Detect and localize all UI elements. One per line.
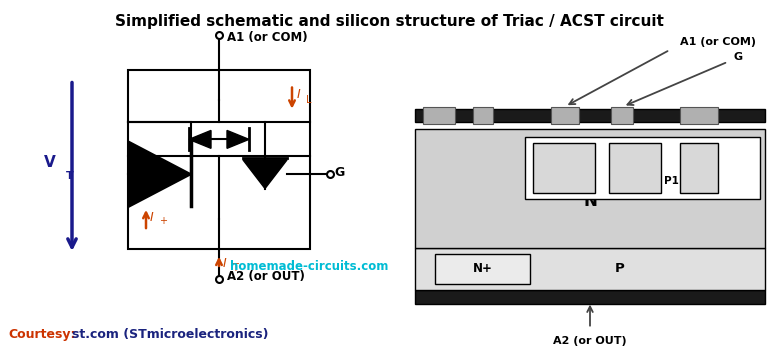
Polygon shape	[243, 160, 287, 189]
Text: A2 (or OUT): A2 (or OUT)	[227, 270, 305, 283]
Text: N1: N1	[690, 163, 707, 173]
Text: A1 (or COM): A1 (or COM)	[227, 31, 308, 44]
Bar	[423, 106, 455, 125]
Polygon shape	[130, 142, 191, 206]
Bar	[415, 109, 765, 122]
Text: N+: N+	[473, 262, 492, 275]
Text: I: I	[297, 88, 301, 101]
Bar	[551, 106, 579, 125]
Text: P1: P1	[664, 176, 679, 185]
Text: Simplified schematic and silicon structure of Triac / ACST circuit: Simplified schematic and silicon structu…	[115, 14, 664, 29]
Bar	[415, 290, 765, 304]
Text: N2: N2	[555, 163, 573, 173]
Text: N2: N2	[626, 163, 643, 173]
Text: st.com (STmicroelectronics): st.com (STmicroelectronics)	[72, 328, 269, 341]
Bar	[525, 137, 760, 199]
Bar	[435, 254, 530, 284]
Text: G: G	[334, 166, 344, 179]
Text: +: +	[159, 216, 167, 226]
Text: G: G	[734, 52, 743, 62]
Text: I: I	[223, 257, 227, 270]
Text: N: N	[583, 191, 597, 209]
Text: homemade-circuits.com: homemade-circuits.com	[230, 260, 389, 273]
Bar	[415, 129, 765, 248]
Polygon shape	[189, 130, 211, 148]
Polygon shape	[227, 130, 249, 148]
Bar	[473, 106, 493, 125]
Text: A1 (or COM): A1 (or COM)	[680, 37, 756, 47]
Text: Courtesy:: Courtesy:	[8, 328, 76, 341]
Text: T: T	[232, 263, 238, 273]
Bar	[415, 248, 765, 290]
Text: I: I	[150, 211, 153, 223]
Text: T: T	[66, 171, 74, 181]
Text: A2 (or OUT): A2 (or OUT)	[553, 335, 627, 346]
Bar	[611, 106, 633, 125]
Text: P: P	[615, 262, 625, 275]
Bar	[680, 143, 718, 193]
Bar	[128, 70, 310, 249]
Text: L: L	[306, 95, 312, 104]
Bar	[680, 106, 718, 125]
Bar	[609, 143, 661, 193]
Text: V: V	[44, 155, 56, 170]
Bar	[533, 143, 595, 193]
